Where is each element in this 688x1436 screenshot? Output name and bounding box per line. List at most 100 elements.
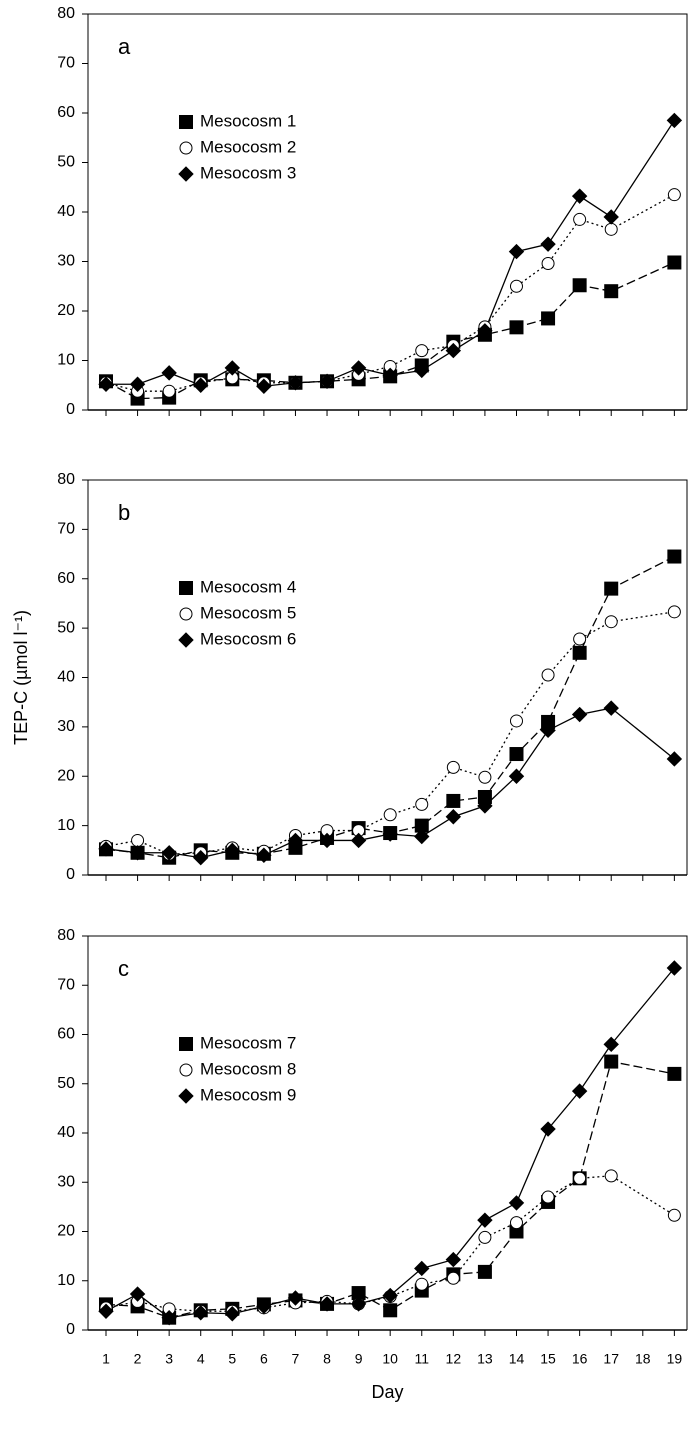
data-point	[604, 284, 619, 299]
data-point	[604, 222, 618, 236]
x-tick-label: 10	[382, 1351, 398, 1367]
data-point	[603, 1036, 619, 1053]
y-tick-label: 50	[57, 619, 75, 636]
data-point	[446, 760, 460, 774]
y-tick-label: 0	[66, 401, 75, 418]
data-point	[604, 1169, 618, 1183]
frame	[87, 13, 688, 410]
data-point	[541, 311, 556, 326]
x-tick-label: 3	[165, 1351, 173, 1367]
data-point	[161, 1309, 177, 1326]
data-point	[603, 209, 619, 225]
y-tick-label: 60	[57, 1026, 75, 1043]
legend-label: Mesocosm 1	[200, 111, 296, 130]
y-tick-label: 50	[57, 154, 75, 171]
data-point	[224, 842, 241, 859]
data-point	[667, 549, 682, 564]
data-point	[604, 581, 619, 596]
data-point	[129, 376, 146, 392]
data-point	[382, 1287, 398, 1304]
data-point	[477, 798, 493, 814]
y-tick-label: 80	[57, 5, 75, 22]
data-point	[572, 278, 587, 293]
data-point	[319, 1296, 335, 1312]
data-point	[571, 1083, 588, 1099]
legend-marker	[179, 1037, 193, 1051]
data-point	[129, 1286, 146, 1302]
data-point	[415, 1277, 429, 1291]
x-tick-label: 15	[540, 1351, 556, 1367]
data-point	[541, 1190, 555, 1204]
data-point	[98, 1303, 114, 1319]
x-tick-label: 12	[446, 1351, 462, 1367]
data-point	[509, 1216, 523, 1230]
series-line	[105, 967, 675, 1319]
data-point	[571, 188, 588, 204]
data-point	[509, 279, 523, 293]
data-point	[319, 373, 335, 389]
x-tick-label: 19	[667, 1351, 683, 1367]
data-point	[667, 255, 682, 270]
data-point	[415, 344, 429, 358]
legend-label: Mesocosm 5	[200, 603, 296, 622]
data-point	[414, 1260, 430, 1277]
data-point	[508, 243, 525, 260]
y-tick-label: 50	[57, 1075, 75, 1092]
data-point	[382, 826, 398, 842]
data-point	[129, 845, 146, 861]
data-point	[350, 1296, 367, 1312]
legend-marker	[178, 632, 194, 648]
x-tick-label: 16	[572, 1351, 588, 1367]
x-tick-label: 14	[509, 1351, 525, 1367]
y-tick-label: 80	[57, 927, 75, 944]
data-point	[414, 362, 430, 379]
y-tick-label: 80	[57, 471, 75, 488]
y-tick-label: 10	[57, 352, 75, 369]
data-point	[666, 112, 683, 129]
data-point	[383, 808, 397, 822]
data-point	[446, 1271, 460, 1285]
data-point	[415, 797, 429, 811]
legend-label: Mesocosm 9	[200, 1085, 296, 1104]
y-tick-label: 70	[57, 521, 75, 538]
x-tick-label: 13	[477, 1351, 493, 1367]
y-tick-label: 40	[57, 203, 75, 220]
data-point	[477, 1264, 492, 1279]
data-point	[319, 832, 335, 849]
data-point	[98, 841, 114, 857]
x-tick-label: 5	[228, 1351, 236, 1367]
y-axis-label: TEP-C (µmol l⁻¹)	[11, 610, 31, 745]
data-point	[414, 828, 430, 845]
series-line	[105, 120, 675, 387]
panel-label: b	[118, 500, 130, 525]
legend-label: Mesocosm 8	[200, 1059, 296, 1078]
data-point	[666, 751, 683, 767]
data-point	[508, 768, 525, 784]
x-tick-label: 2	[134, 1351, 142, 1367]
legend-marker	[179, 115, 193, 129]
data-point	[256, 847, 272, 863]
data-point	[445, 1251, 462, 1268]
x-tick-label: 11	[414, 1351, 429, 1367]
y-tick-label: 40	[57, 669, 75, 686]
y-tick-label: 10	[57, 817, 75, 834]
data-point	[161, 845, 177, 861]
y-tick-label: 20	[57, 302, 75, 319]
data-point	[540, 236, 556, 252]
data-point	[604, 615, 618, 629]
data-point	[350, 360, 367, 376]
data-point	[131, 833, 145, 847]
data-point	[193, 850, 209, 866]
data-point	[666, 960, 683, 976]
legend-marker	[178, 166, 194, 182]
legend-label: Mesocosm 2	[200, 137, 296, 156]
data-point	[508, 1195, 525, 1211]
y-tick-label: 0	[66, 866, 75, 883]
data-point	[478, 770, 492, 784]
y-tick-label: 30	[57, 718, 75, 735]
data-point	[540, 1121, 556, 1137]
y-tick-label: 60	[57, 104, 75, 121]
x-tick-label: 6	[260, 1351, 268, 1367]
data-point	[509, 747, 524, 762]
